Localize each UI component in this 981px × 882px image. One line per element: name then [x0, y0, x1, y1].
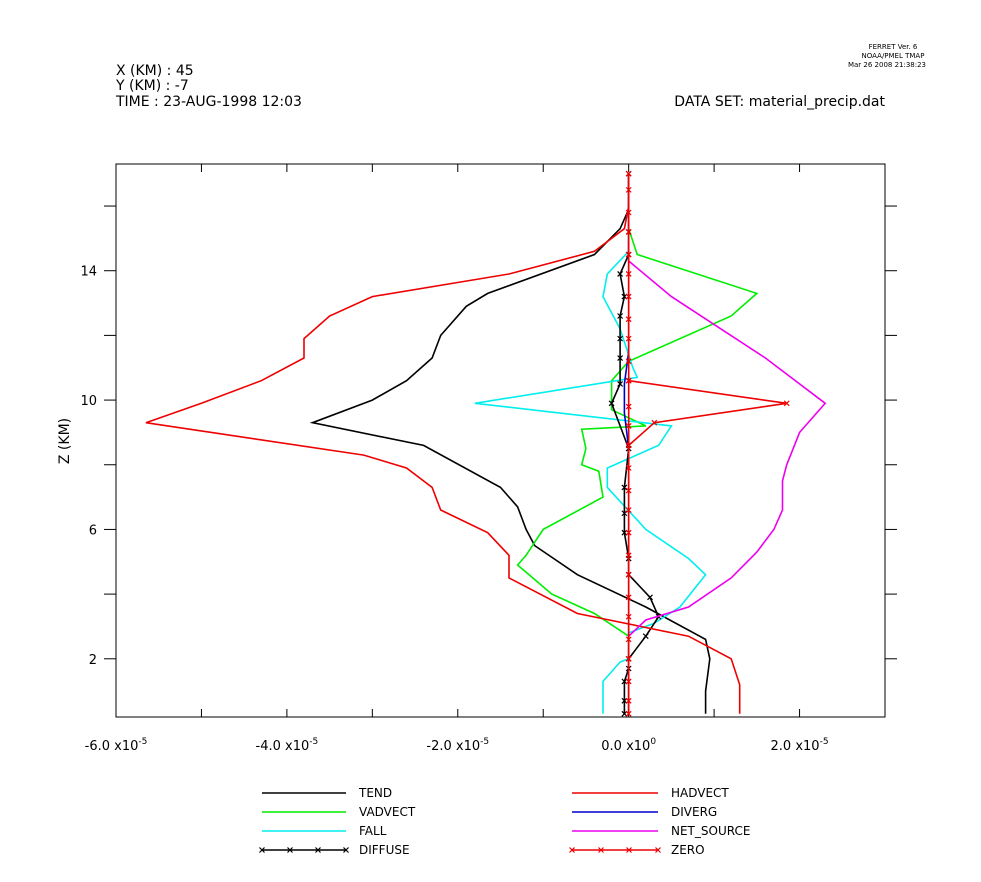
series-line-segment-8 — [628, 379, 787, 446]
series-point-marker — [621, 484, 628, 491]
legend-entry-zero: ZERO — [569, 843, 705, 857]
series-point-marker — [625, 316, 632, 323]
series-point-marker — [621, 293, 628, 300]
legend-label: VADVECT — [359, 805, 416, 819]
legend-entry-net_source: NET_SOURCE — [572, 824, 750, 838]
legend-label: FALL — [359, 824, 387, 838]
series-point-marker — [617, 335, 624, 342]
y-tick-label: 2 — [89, 653, 97, 668]
series-point-marker — [625, 552, 632, 559]
dataset-label: DATA SET: material_precip.dat — [674, 94, 885, 110]
series-point-marker — [625, 655, 632, 662]
y-axis-title: Z (KM) — [57, 418, 73, 464]
series-point-marker — [625, 465, 632, 471]
series-point-marker — [625, 594, 632, 601]
series-point-marker — [608, 400, 615, 407]
x-tick-label: -6.0 x10-5 — [85, 737, 148, 754]
series-point-marker — [621, 697, 628, 704]
series-point-marker — [625, 358, 632, 365]
legend-label: DIVERG — [671, 805, 717, 819]
series-point-marker — [625, 423, 632, 429]
legend-label: NET_SOURCE — [671, 824, 750, 838]
series-point-marker — [625, 678, 632, 685]
series-point-marker — [625, 209, 632, 216]
series-line-tend — [309, 173, 711, 714]
legend-label: DIFFUSE — [359, 843, 410, 857]
series-point-marker — [625, 403, 632, 410]
series-point-marker — [617, 313, 624, 319]
series-point-marker — [617, 271, 624, 277]
series-point-marker — [617, 355, 624, 361]
series-line-vadvect — [516, 173, 759, 714]
legend-entry-fall: FALL — [262, 824, 387, 838]
series-point-marker — [625, 186, 632, 193]
series-point-marker — [625, 529, 632, 536]
series-point-marker — [625, 170, 632, 177]
y-tick-label: 6 — [89, 523, 97, 538]
legend-label: TEND — [358, 786, 392, 800]
series-point-marker — [621, 529, 628, 536]
legend: TEND VADVECT FALL DIFFUSE HADVECT DIVERG NET_S… — [259, 786, 750, 857]
series-point-marker — [625, 710, 632, 717]
legend-entry-vadvect: VADVECT — [262, 805, 416, 819]
x-tick-label: 2.0 x10-5 — [771, 737, 829, 754]
legend-label: ZERO — [671, 843, 705, 857]
header-x-location: X (KM) : 45 — [116, 63, 194, 79]
series-point-marker — [647, 594, 653, 601]
series-point-marker — [625, 613, 632, 620]
series-point-marker — [621, 510, 628, 517]
series-point-marker — [625, 335, 632, 342]
series-point-marker — [621, 678, 628, 685]
y-tick-label: 10 — [80, 394, 97, 409]
legend-entry-tend: TEND — [262, 786, 392, 800]
header-y-location: Y (KM) : -7 — [115, 78, 189, 94]
series-point-marker — [625, 636, 632, 643]
series-point-marker — [625, 251, 632, 258]
series-point-marker — [625, 271, 632, 277]
series-point-marker — [625, 571, 632, 578]
series-point-marker — [625, 377, 632, 384]
series-point-marker — [783, 400, 790, 407]
series-point-marker — [625, 228, 632, 235]
series-line-net_source — [627, 173, 827, 714]
x-tick-label: 0.0 x100 — [601, 737, 656, 754]
series-point-marker — [625, 442, 632, 449]
series-point-marker — [625, 697, 632, 704]
series-point-marker — [625, 293, 632, 300]
series-line-hadvect — [145, 173, 741, 714]
y-tick-label: 14 — [80, 265, 97, 280]
axis-tick-labels: -6.0 x10-5 -4.0 x10-5 -2.0 x10-5 0.0 x100 2.… — [80, 265, 828, 754]
series-point-marker — [651, 419, 658, 426]
axis-ticks — [104, 164, 897, 717]
series-point-marker — [642, 633, 649, 640]
x-tick-label: -2.0 x10-5 — [426, 737, 489, 754]
legend-entry-hadvect: HADVECT — [572, 786, 729, 800]
legend-entry-diverg: DIVERG — [572, 805, 717, 819]
series-point-marker — [625, 487, 632, 494]
x-tick-label: -4.0 x10-5 — [256, 737, 319, 754]
legend-entry-diffuse: DIFFUSE — [259, 843, 410, 857]
plot-frame — [115, 163, 886, 718]
series-lines — [145, 170, 827, 717]
series-point-marker — [621, 710, 628, 717]
ferret-timestamp: Mar 26 2008 21:38:23 — [848, 61, 926, 69]
series-line-diffuse — [610, 173, 660, 714]
series-point-marker — [617, 380, 624, 387]
legend-label: HADVECT — [671, 786, 729, 800]
header-time: TIME : 23-AUG-1998 12:03 — [115, 94, 302, 110]
series-point-marker — [625, 507, 632, 513]
ferret-version: FERRET Ver. 6 — [869, 43, 918, 51]
ferret-lab: NOAA/PMEL TMAP — [862, 52, 925, 60]
